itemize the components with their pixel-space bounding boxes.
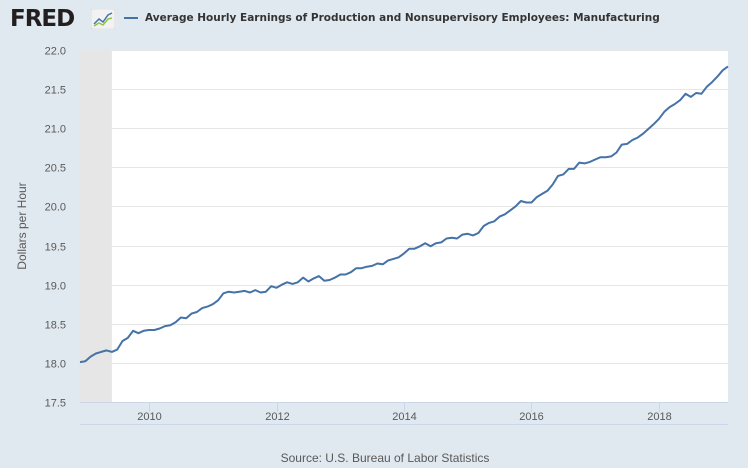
legend-line-swatch <box>124 17 138 19</box>
y-tick-label: 20.5 <box>45 163 66 175</box>
recession-shading <box>80 50 112 402</box>
plot-area <box>80 50 728 402</box>
y-tick-label: 18.0 <box>45 359 66 371</box>
y-tick-label: 21.0 <box>45 124 66 136</box>
y-tick-label: 21.5 <box>45 85 66 97</box>
source-note: Source: U.S. Bureau of Labor Statistics <box>280 451 490 465</box>
data-line[interactable] <box>79 65 729 364</box>
y-tick-label: 19.0 <box>45 281 66 293</box>
fred-chart-icon <box>91 9 115 29</box>
x-tick-label: 2010 <box>137 411 161 423</box>
chart-legend[interactable]: Average Hourly Earnings of Production an… <box>124 11 660 25</box>
x-tick-label: 2014 <box>392 411 416 423</box>
y-axis-ticks: 17.5 18.0 18.5 19.0 19.5 20.0 20.5 21.0 21.5 22.0 <box>45 46 66 410</box>
y-tick-label: 18.5 <box>45 320 66 332</box>
x-tick-label: 2016 <box>519 411 543 423</box>
fred-logo[interactable]: FRED <box>10 6 75 32</box>
x-axis-ticks: 2010 2012 2014 2016 2018 <box>137 402 672 423</box>
recession-band <box>80 50 112 402</box>
y-tick-label: 20.0 <box>45 202 66 214</box>
x-tick-label: 2018 <box>647 411 671 423</box>
x-tick-label: 2012 <box>265 411 289 423</box>
gridlines <box>80 50 728 364</box>
chart-header: FRED Average Hourly Earnings of Producti… <box>0 0 748 36</box>
legend-label: Average Hourly Earnings of Production an… <box>145 12 660 24</box>
y-tick-label: 22.0 <box>45 46 66 58</box>
y-tick-label: 17.5 <box>45 398 66 410</box>
y-tick-label: 19.5 <box>45 242 66 254</box>
